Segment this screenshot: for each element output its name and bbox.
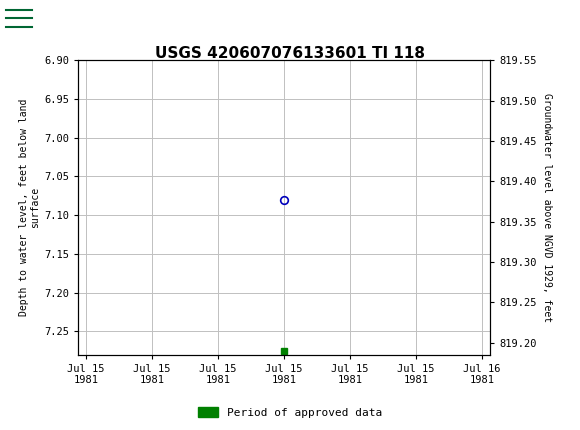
FancyBboxPatch shape <box>3 3 55 37</box>
Legend: Period of approved data: Period of approved data <box>194 403 386 422</box>
Text: USGS 420607076133601 TI 118: USGS 420607076133601 TI 118 <box>155 46 425 61</box>
Text: USGS: USGS <box>38 12 93 29</box>
Y-axis label: Groundwater level above NGVD 1929, feet: Groundwater level above NGVD 1929, feet <box>542 93 552 322</box>
Y-axis label: Depth to water level, feet below land
surface: Depth to water level, feet below land su… <box>19 99 40 316</box>
